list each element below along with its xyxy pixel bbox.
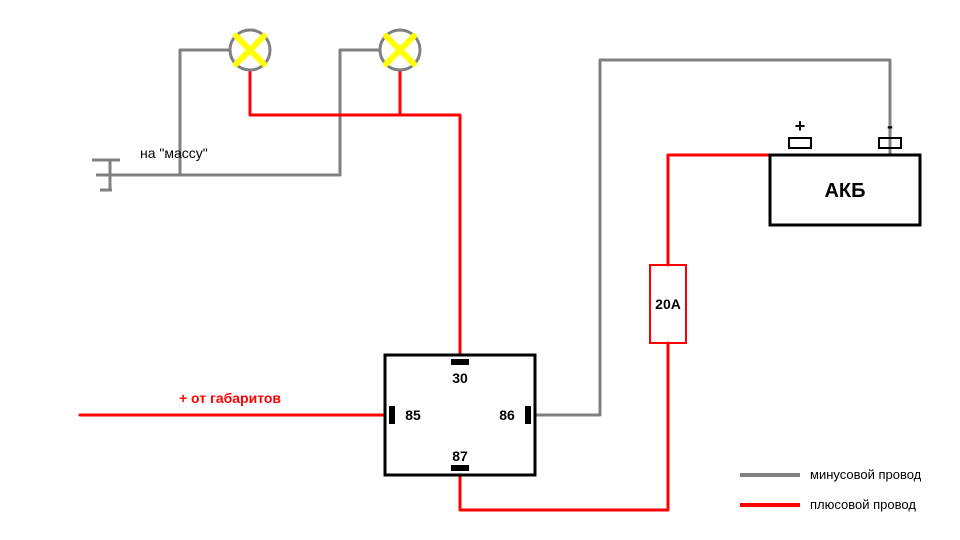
ground-label: на "массу" bbox=[140, 145, 208, 161]
battery-terminal-plus bbox=[789, 138, 811, 148]
from-parking-label: + от габаритов bbox=[179, 390, 281, 406]
battery-label: АКБ bbox=[824, 180, 865, 202]
relay-pin-30: 30 bbox=[452, 370, 468, 386]
relay-pin-86: 86 bbox=[499, 407, 515, 423]
relay-pin-85: 85 bbox=[405, 407, 421, 423]
legend-minus-label: минусовой провод bbox=[810, 467, 922, 482]
battery-minus-label: - bbox=[887, 116, 893, 136]
battery-plus-label: + bbox=[795, 116, 806, 136]
relay-pin-87: 87 bbox=[452, 448, 468, 464]
legend-plus-label: плюсовой провод bbox=[810, 497, 916, 512]
fuse-label: 20A bbox=[655, 296, 681, 312]
wiring-diagram: на "массу" + - АКБ 20A 30 85 86 87 + от габаритов… bbox=[0, 0, 960, 540]
